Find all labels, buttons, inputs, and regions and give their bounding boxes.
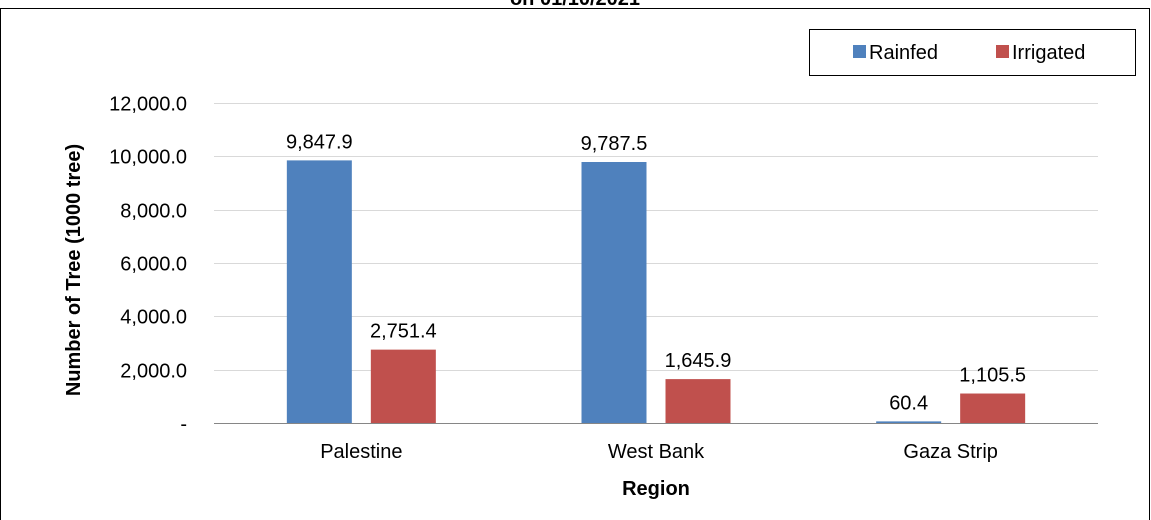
data-label: 9,787.5 [581,133,648,155]
legend-label-irrigated: Irrigated [1012,42,1085,64]
x-tick-label: Gaza Strip [903,441,997,463]
y-tick-label: 10,000.0 [109,147,187,169]
legend-swatch-irrigated [996,45,1009,58]
legend: Rainfed Irrigated [809,29,1136,76]
chart-border [0,8,1150,520]
y-tick-label: 4,000.0 [120,307,187,329]
gridlines [214,103,1098,371]
y-tick-label: 12,000.0 [109,94,187,116]
bars [286,160,1026,423]
bar-rainfed-west-bank [581,162,647,423]
y-tick-label: 2,000.0 [120,361,187,383]
data-label: 60.4 [889,392,928,414]
chart-title: on 01/10/2021 [510,0,640,10]
y-axis: - 2,000.0 4,000.0 6,000.0 8,000.0 10,000.0 12,… [109,94,187,436]
data-label: 2,751.4 [370,321,437,343]
x-axis-title: Region [622,478,690,500]
bar-irrigated-west-bank [665,379,731,423]
y-tick-label: 6,000.0 [120,254,187,276]
bar-rainfed-gaza-strip [876,421,942,423]
x-tick-label: Palestine [320,441,402,463]
data-labels: 9,847.9 2,751.4 9,787.5 1,645.9 60.4 1,105.5 [286,131,1026,414]
data-label: 1,645.9 [665,350,732,372]
y-axis-title: Number of Tree (1000 tree) [63,144,85,396]
y-tick-label: - [180,414,187,436]
data-label: 1,105.5 [959,365,1026,387]
x-axis: Palestine West Bank Gaza Strip [214,423,1098,463]
legend-swatch-rainfed [853,45,866,58]
x-tick-label: West Bank [608,441,705,463]
y-tick-label: 8,000.0 [120,201,187,223]
data-label: 9,847.9 [286,131,353,153]
bar-rainfed-palestine [286,160,352,423]
bar-irrigated-palestine [370,349,436,423]
legend-label-rainfed: Rainfed [869,42,938,64]
bar-irrigated-gaza-strip [960,393,1026,423]
